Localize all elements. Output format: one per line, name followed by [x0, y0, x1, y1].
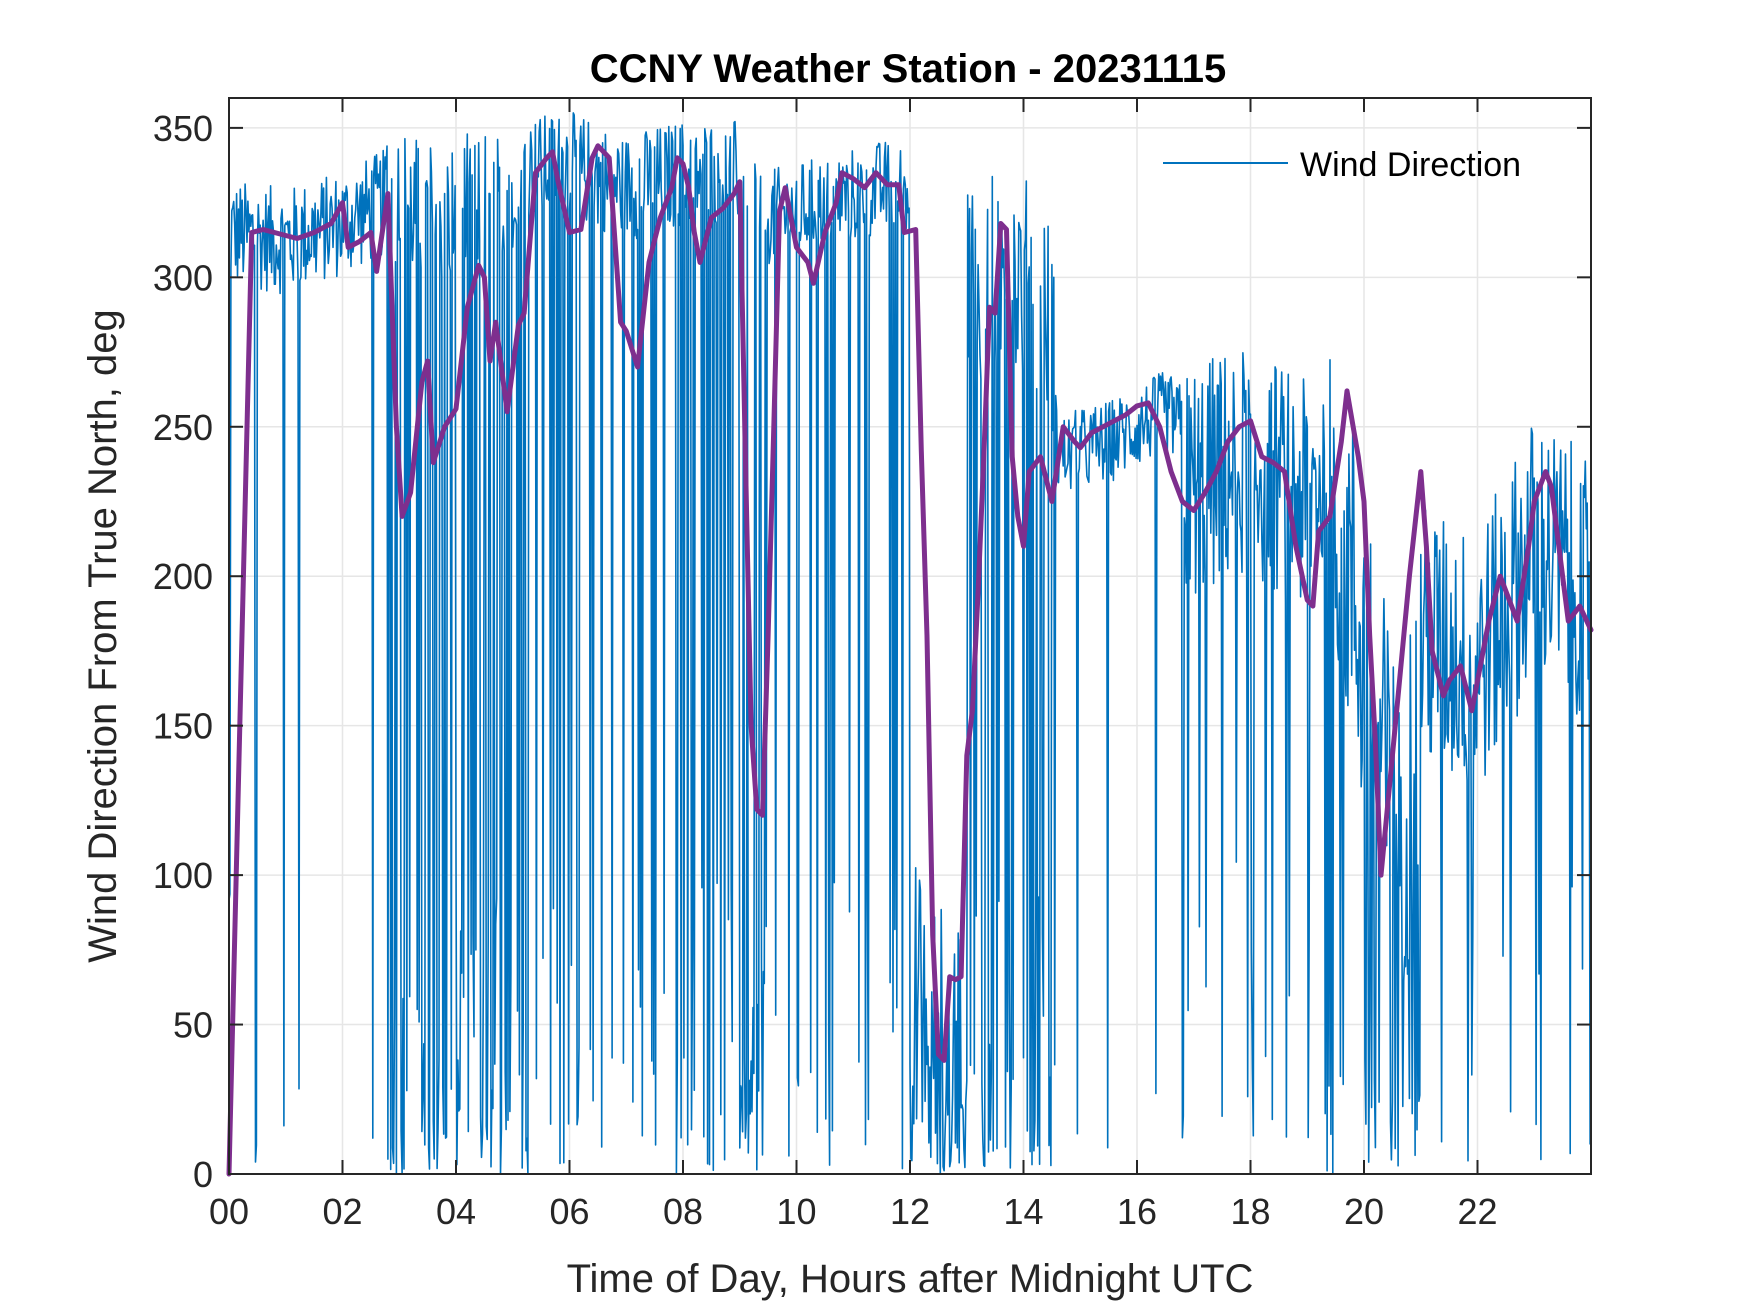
chart-title: CCNY Weather Station - 20231115	[590, 47, 1227, 91]
x-tick-label: 16	[1117, 1191, 1157, 1232]
x-tick-label: 08	[663, 1191, 703, 1232]
x-tick-label: 14	[1003, 1191, 1043, 1232]
y-tick-label: 250	[153, 407, 213, 448]
x-tick-labels: 00 02 04 06 08 10 12 14 16 18 20 22	[209, 1191, 1498, 1232]
smoothed-wind-direction-line	[226, 143, 1594, 1177]
x-axis-label: Time of Day, Hours after Midnight UTC	[567, 1257, 1254, 1301]
y-tick-labels: 0 50 100 150 200 250 300 350	[153, 108, 213, 1195]
y-tick-label: 200	[153, 556, 213, 597]
y-tick-label: 50	[173, 1005, 213, 1046]
x-tick-label: 02	[322, 1191, 362, 1232]
x-tick-label: 06	[549, 1191, 589, 1232]
x-tick-label: 20	[1344, 1191, 1384, 1232]
x-tick-label: 12	[890, 1191, 930, 1232]
x-tick-label: 22	[1457, 1191, 1497, 1232]
x-tick-label: 18	[1230, 1191, 1270, 1232]
y-axis-label: Wind Direction From True North, deg	[81, 309, 125, 963]
x-tick-label: 04	[436, 1191, 476, 1232]
series-smoothed-wind-direction	[226, 143, 1594, 1177]
x-tick-label: 00	[209, 1191, 249, 1232]
y-tick-label: 150	[153, 706, 213, 747]
legend: Wind Direction	[1163, 146, 1521, 184]
y-tick-label: 0	[193, 1154, 213, 1195]
x-tick-label: 10	[776, 1191, 816, 1232]
y-tick-label: 100	[153, 855, 213, 896]
y-tick-label: 300	[153, 257, 213, 298]
y-tick-label: 350	[153, 108, 213, 149]
legend-label-wind-direction: Wind Direction	[1300, 146, 1521, 184]
axis-ticks	[228, 98, 1591, 1175]
